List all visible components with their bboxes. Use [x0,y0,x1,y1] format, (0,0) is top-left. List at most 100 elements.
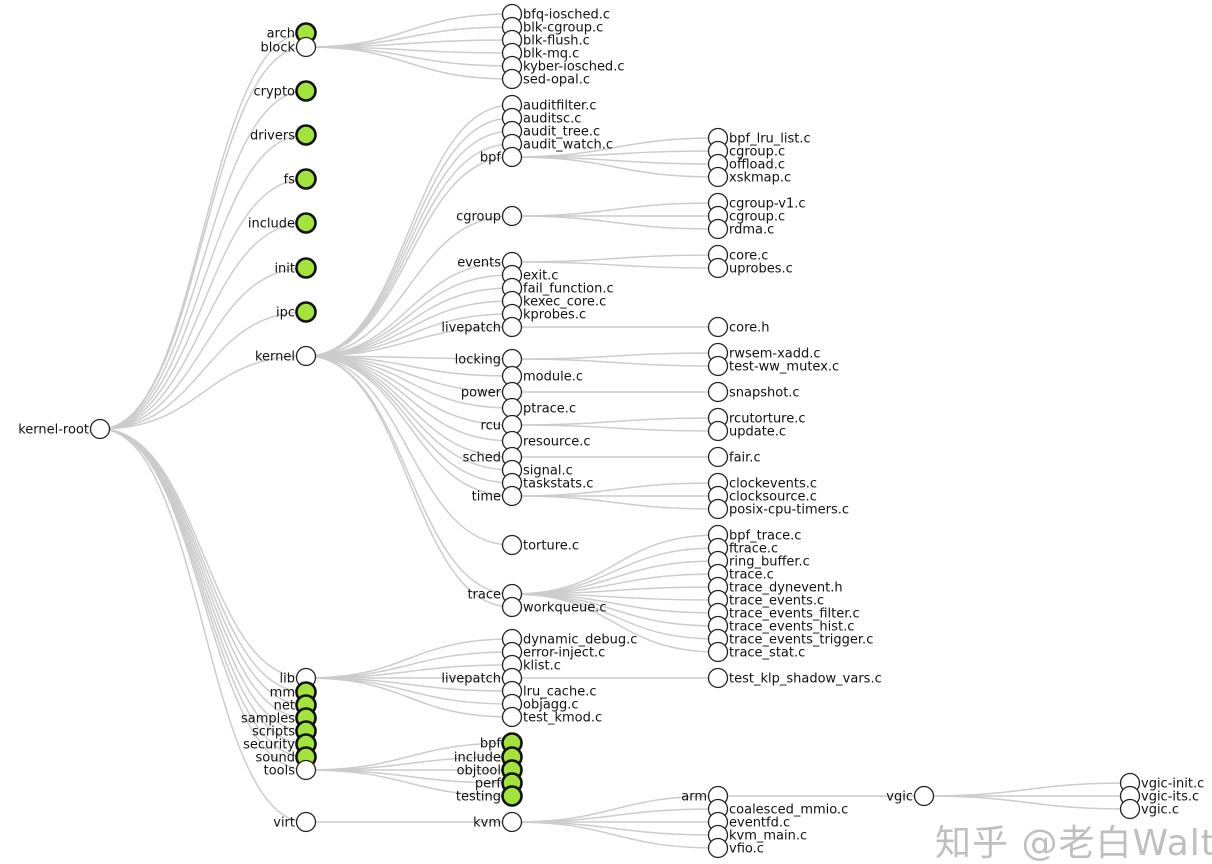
tree-node-crypto[interactable]: crypto [254,80,317,102]
tree-node-kernel-root[interactable]: kernel-root [18,418,111,440]
tree-node-resource-c[interactable]: resource.c [501,430,591,452]
node-circle[interactable] [707,257,729,279]
node-circle[interactable] [501,811,523,833]
node-circle[interactable] [501,205,523,227]
tree-node-snapshot-c[interactable]: snapshot.c [707,381,800,403]
tree-node-tools[interactable]: tools [264,759,317,781]
tree-node-ipc[interactable]: ipc [276,301,317,323]
node-circle[interactable] [707,641,729,663]
collapsed-node-circle[interactable] [295,168,317,190]
tree-node-bpf[interactable]: bpf [480,146,523,168]
node-circle[interactable] [295,345,317,367]
node-label: dynamic_debug.c [523,633,637,648]
tree-node-ptrace-c[interactable]: ptrace.c [501,397,577,419]
tree-node-test-kmod-c[interactable]: test_kmod.c [501,706,603,728]
node-label: ftrace.c [729,542,778,557]
node-circle[interactable] [501,596,523,618]
node-circle[interactable] [707,420,729,442]
tree-node-kernel[interactable]: kernel [255,345,317,367]
collapsed-node-circle[interactable] [501,785,523,807]
node-circle[interactable] [707,166,729,188]
node-label: fs [284,173,296,188]
node-circle[interactable] [501,397,523,419]
tree-node-init[interactable]: init [274,257,317,279]
tree-node-drivers[interactable]: drivers [250,124,317,146]
tree-link [511,586,719,595]
node-label: audit_watch.c [523,138,613,153]
tree-node-locking[interactable]: locking [455,348,523,370]
node-label: rwsem-xadd.c [729,347,821,362]
tree-node-block[interactable]: block [261,36,317,58]
node-circle[interactable] [707,837,729,859]
tree-node-test-klp-shadow-vars-c[interactable]: test_klp_shadow_vars.c [707,667,882,689]
tree-node-power[interactable]: power [461,381,523,403]
tree-node-livepatch[interactable]: livepatch [441,316,523,338]
tree-node-fs[interactable]: fs [284,168,317,190]
tree-node-uprobes-c[interactable]: uprobes.c [707,257,793,279]
node-label: objtool [457,764,501,779]
node-label: vgic.c [1141,803,1179,818]
tree-node-rdma-c[interactable]: rdma.c [707,218,775,240]
collapsed-node-circle[interactable] [295,212,317,234]
node-circle[interactable] [501,706,523,728]
node-circle[interactable] [295,36,317,58]
tree-node-update-c[interactable]: update.c [707,420,787,442]
collapsed-node-circle[interactable] [295,301,317,323]
node-circle[interactable] [1119,798,1141,820]
node-circle[interactable] [501,146,523,168]
collapsed-node-circle[interactable] [295,124,317,146]
node-circle[interactable] [501,348,523,370]
node-label: rdma.c [729,223,774,238]
node-circle[interactable] [707,446,729,468]
tree-node-fair-c[interactable]: fair.c [707,446,761,468]
tree-node-arch[interactable]: arch [267,22,317,44]
node-circle[interactable] [707,498,729,520]
node-circle[interactable] [707,381,729,403]
tree-link [305,104,513,357]
tree-node-vgic-c[interactable]: vgic.c [1119,798,1179,820]
node-circle[interactable] [501,534,523,556]
node-circle[interactable] [501,68,523,90]
tree-link [99,428,307,679]
node-circle[interactable] [707,316,729,338]
tree-node-test-ww-mutex-c[interactable]: test-ww_mutex.c [707,355,840,377]
node-label: xskmap.c [729,171,791,186]
node-circle[interactable] [501,485,523,507]
node-circle[interactable] [89,418,111,440]
tree-node-vfio-c[interactable]: vfio.c [707,837,764,859]
node-circle[interactable] [295,759,317,781]
tree-node-trace-stat-c[interactable]: trace_stat.c [707,641,806,663]
tree-node-time[interactable]: time [472,485,523,507]
tree-node-events[interactable]: events [457,251,523,273]
tree-node-module-c[interactable]: module.c [501,365,584,387]
node-circle[interactable] [501,316,523,338]
node-label: ring_buffer.c [729,555,810,570]
tree-node-xskmap-c[interactable]: xskmap.c [707,166,792,188]
node-label: drivers [250,129,295,144]
tree-node-workqueue-c[interactable]: workqueue.c [501,596,607,618]
tree-node-sed-opal-c[interactable]: sed-opal.c [501,68,591,90]
node-circle[interactable] [295,811,317,833]
tree-node-virt[interactable]: virt [273,811,317,833]
node-label: livepatch [441,672,501,687]
node-label: vgic-init.c [1141,777,1204,792]
tree-node-kvm[interactable]: kvm [473,811,523,833]
node-label: include [248,217,295,232]
tree-node-vgic[interactable]: vgic [886,785,935,807]
node-label: core.c [729,249,768,264]
tree-node-testing[interactable]: testing [456,785,523,807]
tree-link [511,358,719,367]
tree-node-include[interactable]: include [248,212,317,234]
node-circle[interactable] [707,218,729,240]
tree-link [923,782,1131,797]
collapsed-node-circle[interactable] [295,257,317,279]
collapsed-node-circle[interactable] [295,80,317,102]
tree-node-posix-cpu-timers-c[interactable]: posix-cpu-timers.c [707,498,850,520]
tree-node-cgroup[interactable]: cgroup [456,205,523,227]
tree-node-core-h[interactable]: core.h [707,316,770,338]
tree-link [305,46,513,80]
node-circle[interactable] [707,355,729,377]
node-circle[interactable] [913,785,935,807]
tree-node-torture-c[interactable]: torture.c [501,534,580,556]
node-circle[interactable] [707,667,729,689]
